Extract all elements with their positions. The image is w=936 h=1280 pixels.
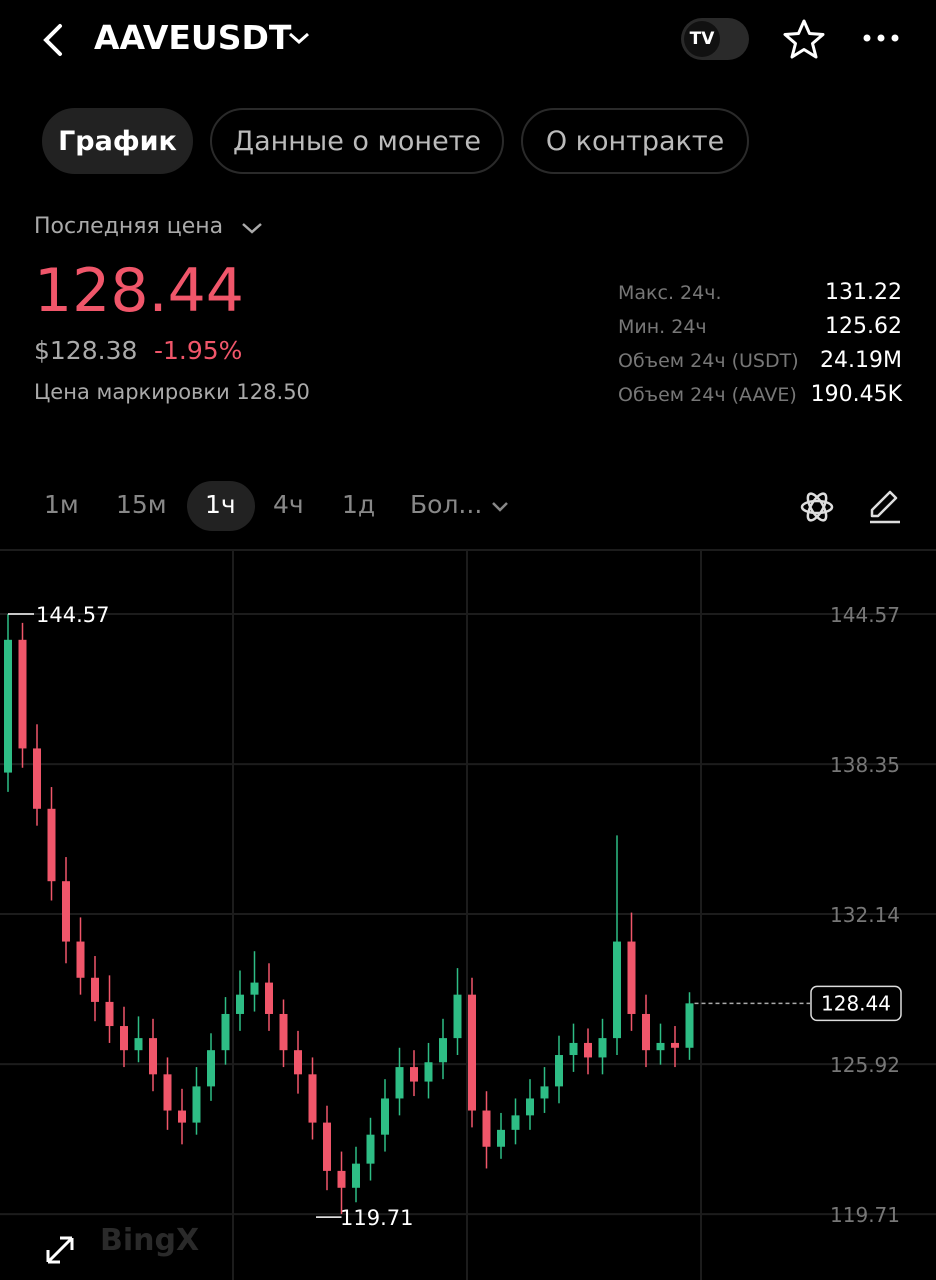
candle-body bbox=[685, 1003, 694, 1048]
interval-selected-bg bbox=[187, 481, 255, 531]
mark-price: Цена маркировки 128.50 bbox=[34, 380, 310, 404]
candle-body bbox=[410, 1067, 418, 1082]
candle-body bbox=[598, 1038, 607, 1058]
candle-body bbox=[526, 1098, 534, 1116]
indicator-icon[interactable] bbox=[798, 488, 836, 526]
more-menu[interactable] bbox=[862, 30, 900, 46]
interval[interactable]: 1м bbox=[44, 490, 79, 519]
tab[interactable]: Данные о монете bbox=[210, 108, 504, 174]
candle-body bbox=[555, 1055, 563, 1087]
candle-body bbox=[366, 1134, 375, 1164]
candle-body bbox=[584, 1042, 592, 1058]
stat-value: 24.19M bbox=[820, 348, 902, 373]
stat-label: Макс. 24ч. bbox=[618, 282, 722, 304]
stat-label: Объем 24ч (USDT) bbox=[618, 350, 799, 372]
candle-body bbox=[424, 1062, 433, 1082]
candle-body bbox=[482, 1110, 491, 1147]
candle-body bbox=[569, 1042, 578, 1056]
candle-body bbox=[468, 994, 476, 1111]
candle-body bbox=[453, 994, 462, 1039]
y-tick-label: 125.92 bbox=[830, 1053, 900, 1077]
stat-value: 190.45K bbox=[810, 382, 902, 407]
interval-dropdown[interactable] bbox=[490, 498, 510, 516]
candle-body bbox=[439, 1038, 447, 1063]
candle-body bbox=[395, 1067, 404, 1099]
usd-price: $128.38 bbox=[34, 336, 138, 365]
candle-body bbox=[178, 1110, 186, 1123]
last-price-label: 128.44 bbox=[821, 991, 891, 1015]
candle-body bbox=[265, 982, 273, 1014]
interval[interactable]: 15м bbox=[116, 490, 167, 519]
candle-body bbox=[540, 1086, 549, 1099]
stat-value: 131.22 bbox=[825, 280, 902, 305]
candle-body bbox=[381, 1098, 389, 1135]
candle-body bbox=[337, 1170, 346, 1188]
interval[interactable]: Бол... bbox=[410, 490, 483, 519]
price-type[interactable]: Последняя цена bbox=[34, 214, 224, 239]
candle-body bbox=[352, 1163, 360, 1188]
stat-label: Объем 24ч (AAVE) bbox=[618, 384, 797, 406]
candle-body bbox=[294, 1050, 302, 1075]
candle-body bbox=[671, 1042, 679, 1048]
draw-icon[interactable] bbox=[866, 488, 904, 526]
candle-body bbox=[105, 1001, 114, 1027]
y-tick-label: 138.35 bbox=[830, 753, 900, 777]
candle-body bbox=[62, 881, 70, 942]
tab[interactable]: О контракте bbox=[521, 108, 749, 174]
tab[interactable]: График bbox=[42, 108, 193, 174]
candle-body bbox=[163, 1074, 172, 1111]
interval[interactable]: 1д bbox=[342, 490, 376, 519]
stat-label: Мин. 24ч bbox=[618, 316, 707, 338]
back-button[interactable] bbox=[38, 22, 68, 58]
low-label: 119.71 bbox=[340, 1206, 413, 1230]
candle-body bbox=[497, 1129, 505, 1147]
candle-body bbox=[47, 808, 56, 882]
interval[interactable]: 1ч bbox=[205, 490, 236, 519]
candle-body bbox=[279, 1013, 288, 1051]
stat-value: 125.62 bbox=[825, 314, 902, 339]
tradingview-toggle[interactable]: TV bbox=[681, 18, 749, 60]
favorite-star[interactable] bbox=[782, 18, 826, 60]
candle-body bbox=[120, 1026, 128, 1051]
candle-body bbox=[18, 639, 27, 749]
candle-body bbox=[134, 1038, 143, 1051]
candle-body bbox=[511, 1115, 520, 1130]
candle-body bbox=[250, 982, 259, 995]
candle-body bbox=[91, 977, 99, 1002]
interval[interactable]: 4ч bbox=[273, 490, 304, 519]
candle-body bbox=[627, 941, 636, 1014]
price-change: -1.95% bbox=[154, 336, 243, 365]
candle-body bbox=[192, 1086, 201, 1123]
candle-body bbox=[33, 748, 41, 809]
candle-body bbox=[323, 1122, 331, 1171]
expand-icon[interactable] bbox=[46, 1236, 74, 1264]
candle-body bbox=[656, 1042, 665, 1051]
candle-body bbox=[642, 1013, 650, 1051]
candle-body bbox=[149, 1038, 157, 1075]
watermark: BingX bbox=[100, 1223, 199, 1258]
candle-body bbox=[221, 1013, 230, 1051]
candle-body bbox=[308, 1074, 317, 1123]
y-tick-label: 144.57 bbox=[830, 603, 900, 627]
high-label: 144.57 bbox=[36, 603, 109, 627]
candle-body bbox=[236, 994, 244, 1014]
candle-body bbox=[613, 941, 621, 1039]
last-price-box bbox=[810, 985, 902, 1022]
y-tick-label: 132.14 bbox=[830, 903, 900, 927]
symbol[interactable]: AAVEUSDT bbox=[94, 18, 292, 57]
candle-body bbox=[207, 1050, 215, 1087]
price-type-dropdown[interactable] bbox=[240, 218, 264, 238]
symbol-dropdown[interactable] bbox=[286, 28, 312, 48]
y-tick-label: 119.71 bbox=[830, 1203, 900, 1227]
candle-body bbox=[76, 941, 85, 978]
candle-body bbox=[4, 639, 12, 773]
last-price: 128.44 bbox=[34, 256, 244, 326]
